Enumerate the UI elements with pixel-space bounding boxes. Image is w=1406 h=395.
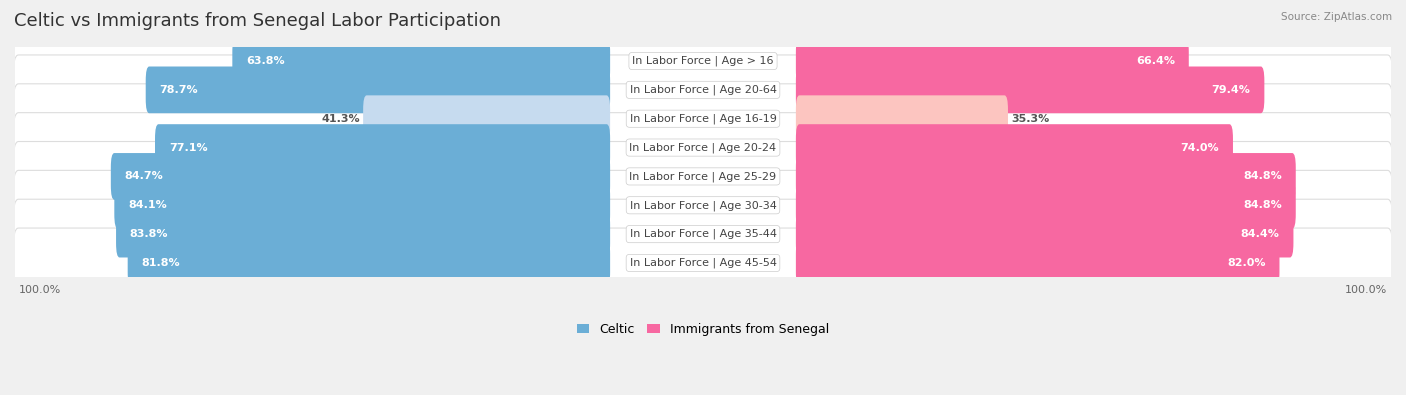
Text: 78.7%: 78.7%: [159, 85, 198, 95]
FancyBboxPatch shape: [13, 199, 1393, 269]
Text: 84.8%: 84.8%: [1243, 171, 1282, 181]
Text: 35.3%: 35.3%: [1011, 114, 1050, 124]
Text: In Labor Force | Age 35-44: In Labor Force | Age 35-44: [630, 229, 776, 239]
FancyBboxPatch shape: [796, 124, 1233, 171]
FancyBboxPatch shape: [363, 95, 610, 142]
Text: 74.0%: 74.0%: [1181, 143, 1219, 152]
Text: In Labor Force | Age 30-34: In Labor Force | Age 30-34: [630, 200, 776, 211]
FancyBboxPatch shape: [796, 66, 1264, 113]
FancyBboxPatch shape: [13, 113, 1393, 182]
Text: 66.4%: 66.4%: [1136, 56, 1175, 66]
FancyBboxPatch shape: [13, 26, 1393, 96]
Text: In Labor Force | Age 20-64: In Labor Force | Age 20-64: [630, 85, 776, 95]
FancyBboxPatch shape: [128, 240, 610, 286]
Text: 63.8%: 63.8%: [246, 56, 285, 66]
FancyBboxPatch shape: [796, 153, 1296, 200]
FancyBboxPatch shape: [796, 211, 1294, 258]
Text: 84.1%: 84.1%: [128, 200, 167, 210]
FancyBboxPatch shape: [114, 182, 610, 229]
Text: In Labor Force | Age 25-29: In Labor Force | Age 25-29: [630, 171, 776, 182]
Text: 82.0%: 82.0%: [1227, 258, 1265, 268]
Text: 79.4%: 79.4%: [1212, 85, 1250, 95]
FancyBboxPatch shape: [13, 228, 1393, 298]
FancyBboxPatch shape: [111, 153, 610, 200]
FancyBboxPatch shape: [796, 240, 1279, 286]
Text: Celtic vs Immigrants from Senegal Labor Participation: Celtic vs Immigrants from Senegal Labor …: [14, 12, 501, 30]
Text: In Labor Force | Age 20-24: In Labor Force | Age 20-24: [630, 142, 776, 153]
Text: In Labor Force | Age 45-54: In Labor Force | Age 45-54: [630, 258, 776, 268]
Text: 100.0%: 100.0%: [1346, 285, 1388, 295]
FancyBboxPatch shape: [13, 141, 1393, 211]
FancyBboxPatch shape: [232, 38, 610, 85]
Text: 84.8%: 84.8%: [1243, 200, 1282, 210]
Text: Source: ZipAtlas.com: Source: ZipAtlas.com: [1281, 12, 1392, 22]
Text: 81.8%: 81.8%: [142, 258, 180, 268]
Text: In Labor Force | Age > 16: In Labor Force | Age > 16: [633, 56, 773, 66]
FancyBboxPatch shape: [117, 211, 610, 258]
Text: 100.0%: 100.0%: [18, 285, 60, 295]
Text: 41.3%: 41.3%: [321, 114, 360, 124]
Text: 77.1%: 77.1%: [169, 143, 208, 152]
Text: In Labor Force | Age 16-19: In Labor Force | Age 16-19: [630, 113, 776, 124]
Text: 83.8%: 83.8%: [129, 229, 169, 239]
FancyBboxPatch shape: [13, 84, 1393, 154]
FancyBboxPatch shape: [796, 182, 1296, 229]
FancyBboxPatch shape: [796, 95, 1008, 142]
Legend: Celtic, Immigrants from Senegal: Celtic, Immigrants from Senegal: [576, 323, 830, 336]
Text: 84.7%: 84.7%: [125, 171, 163, 181]
FancyBboxPatch shape: [155, 124, 610, 171]
FancyBboxPatch shape: [13, 55, 1393, 125]
FancyBboxPatch shape: [146, 66, 610, 113]
FancyBboxPatch shape: [13, 170, 1393, 240]
Text: 84.4%: 84.4%: [1240, 229, 1279, 239]
FancyBboxPatch shape: [796, 38, 1189, 85]
